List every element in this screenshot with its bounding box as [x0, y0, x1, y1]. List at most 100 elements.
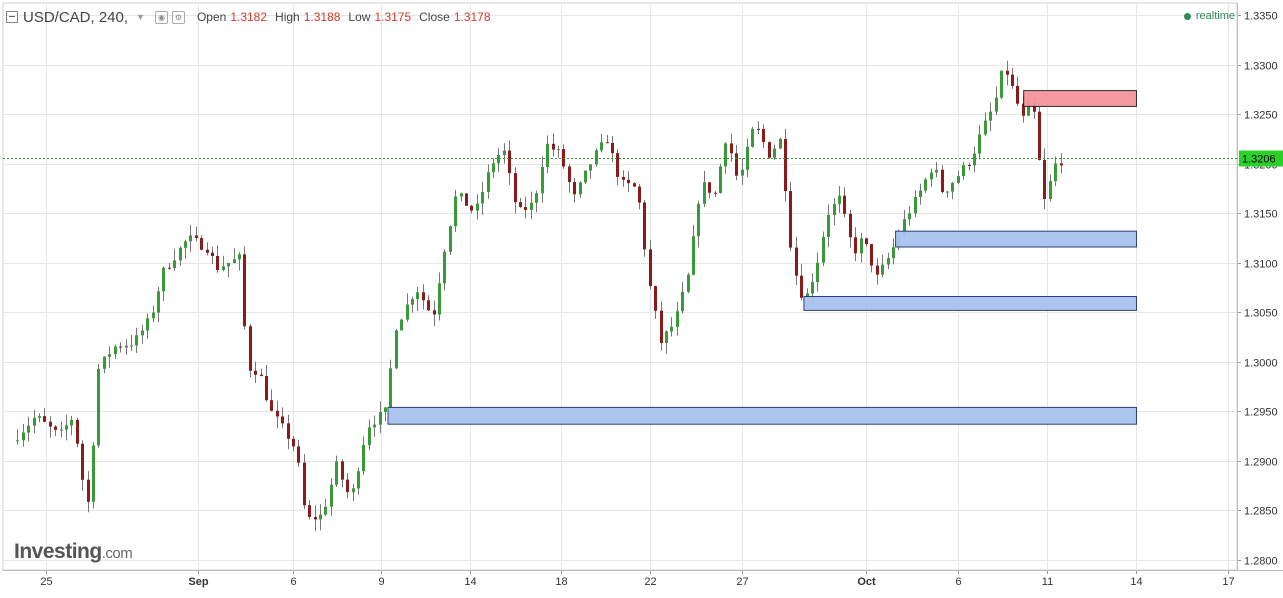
candle-up: [373, 424, 376, 428]
candle-up: [65, 425, 68, 430]
candle-down: [341, 461, 344, 480]
candle-down: [1038, 111, 1041, 160]
candle-down: [1006, 70, 1009, 75]
candle-up: [438, 283, 441, 315]
candle-up: [503, 150, 506, 155]
candle-up: [481, 192, 484, 204]
candle-down: [270, 400, 273, 411]
candle-down: [508, 150, 511, 174]
y-tick-label: 1.3150: [1244, 209, 1278, 221]
candle-up: [443, 251, 446, 284]
collapse-icon[interactable]: [6, 11, 18, 23]
candle-up: [189, 235, 192, 242]
candle-up: [222, 266, 225, 270]
candle-down: [168, 267, 171, 269]
candle-down: [568, 166, 571, 183]
support-zone[interactable]: [895, 230, 1137, 248]
candle-down: [265, 375, 268, 401]
candle-up: [773, 148, 776, 158]
candle-up: [541, 166, 544, 194]
candle-down: [968, 165, 971, 167]
close-value: 1.3178: [453, 10, 491, 24]
candle-up: [384, 407, 387, 413]
candle-up: [103, 356, 106, 369]
high-label: High: [275, 10, 300, 24]
candle-down: [195, 235, 198, 239]
candle-up: [368, 427, 371, 446]
candle-up: [357, 471, 360, 489]
candle-down: [627, 179, 630, 184]
realtime-dot-icon: [1183, 12, 1191, 20]
y-tick-label: 1.3100: [1244, 259, 1278, 271]
y-tick-label: 1.3350: [1244, 11, 1278, 23]
candle-up: [227, 262, 230, 267]
candle-up: [908, 213, 911, 220]
candle-up: [449, 226, 452, 252]
candle-down: [870, 244, 873, 266]
candle-up: [362, 445, 365, 472]
candle-down: [216, 256, 219, 270]
candle-down: [633, 183, 636, 187]
gear-icon[interactable]: ⚙: [171, 10, 185, 24]
candle-up: [914, 197, 917, 214]
candle-down: [514, 173, 517, 203]
candle-up: [978, 134, 981, 154]
chevron-down-icon[interactable]: ▼: [136, 12, 145, 22]
candle-up: [1049, 181, 1052, 200]
candle-up: [330, 484, 333, 507]
candle-down: [519, 202, 522, 207]
eye-icon[interactable]: ◉: [154, 10, 168, 24]
candle-up: [816, 262, 819, 283]
candle-down: [865, 238, 868, 245]
candle-up: [38, 416, 41, 418]
candle-up: [681, 291, 684, 312]
candle-up: [487, 172, 490, 193]
candle-up: [995, 97, 998, 112]
support-zone[interactable]: [803, 296, 1137, 311]
candle-up: [530, 202, 533, 210]
candle-up: [114, 346, 117, 355]
x-tick-label: 17: [1222, 576, 1234, 588]
candle-down: [784, 138, 787, 192]
candle-up: [579, 182, 582, 195]
y-tick-label: 1.3050: [1244, 308, 1278, 320]
candle-up: [319, 514, 322, 520]
candle-down: [876, 265, 879, 275]
candle-up: [903, 219, 906, 236]
resistance-zone[interactable]: [1023, 90, 1137, 107]
candle-up: [595, 150, 598, 165]
candle-down: [606, 142, 609, 144]
symbol-label[interactable]: USD/CAD, 240,: [23, 8, 129, 26]
candle-down: [622, 176, 625, 180]
x-tick-label: 18: [555, 576, 567, 588]
low-label: Low: [348, 10, 371, 24]
candle-up: [719, 166, 722, 193]
y-tick-label: 1.2950: [1244, 407, 1278, 419]
logo-suffix: .com: [101, 545, 133, 562]
candle-down: [119, 346, 122, 348]
candle-down: [1016, 85, 1019, 104]
candle-up: [238, 254, 241, 260]
candle-up: [779, 138, 782, 149]
candle-up: [497, 154, 500, 164]
candle-up: [70, 419, 73, 426]
x-tick-label: 6: [955, 576, 961, 588]
open-value: 1.3182: [230, 10, 268, 24]
x-tick-label: 9: [378, 576, 384, 588]
candle-up: [152, 312, 155, 319]
candle-down: [660, 310, 663, 343]
candle-up: [1000, 70, 1003, 98]
candle-down: [849, 213, 852, 238]
candle-up: [935, 169, 938, 173]
candle-up: [589, 164, 592, 171]
candle-down: [254, 370, 257, 375]
support-zone[interactable]: [387, 406, 1137, 425]
x-tick-label: 11: [1042, 576, 1053, 588]
y-tick-label: 1.3250: [1244, 110, 1278, 122]
candle-up: [697, 203, 700, 237]
logo-main: Investing: [14, 540, 102, 563]
candle-up: [146, 318, 149, 331]
candle-down: [281, 416, 284, 424]
candle-up: [135, 335, 138, 346]
